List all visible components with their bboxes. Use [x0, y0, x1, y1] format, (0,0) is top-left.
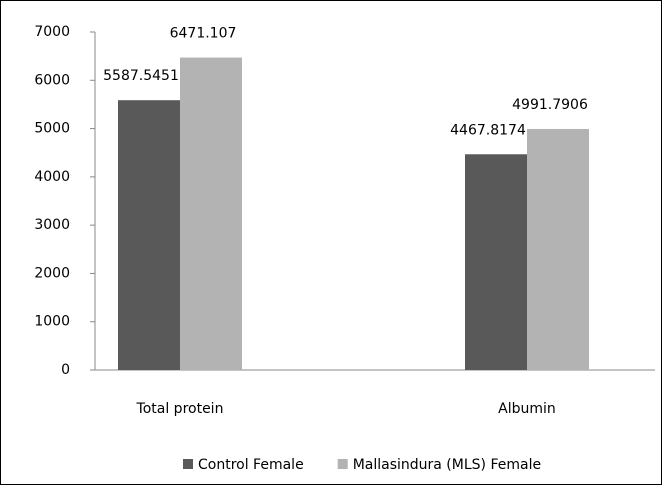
bar	[118, 100, 180, 371]
legend-label: Control Female	[198, 457, 304, 473]
y-tick-label: 5000	[34, 121, 70, 137]
y-tick-label: 1000	[34, 314, 70, 330]
bar	[180, 57, 242, 371]
legend-swatch	[183, 459, 193, 469]
value-label: 4467.8174	[450, 122, 526, 138]
x-tick-label: Albumin	[498, 401, 556, 417]
legend-label: Mallasindura (MLS) Female	[353, 457, 541, 473]
legend-swatch	[337, 459, 348, 469]
bar	[465, 154, 527, 370]
y-tick-label: 3000	[34, 217, 70, 233]
value-label: 5587.5451	[103, 68, 179, 84]
bar	[527, 128, 589, 370]
y-tick-label: 6000	[34, 72, 70, 88]
x-tick-label: Total protein	[136, 401, 224, 417]
y-tick-label: 7000	[34, 24, 70, 40]
y-tick-label: 4000	[34, 169, 70, 185]
y-tick-label: 2000	[34, 265, 70, 281]
value-label: 4991.7906	[512, 97, 588, 113]
y-tick-label: 0	[61, 362, 70, 378]
value-label: 6471.107	[170, 26, 237, 42]
